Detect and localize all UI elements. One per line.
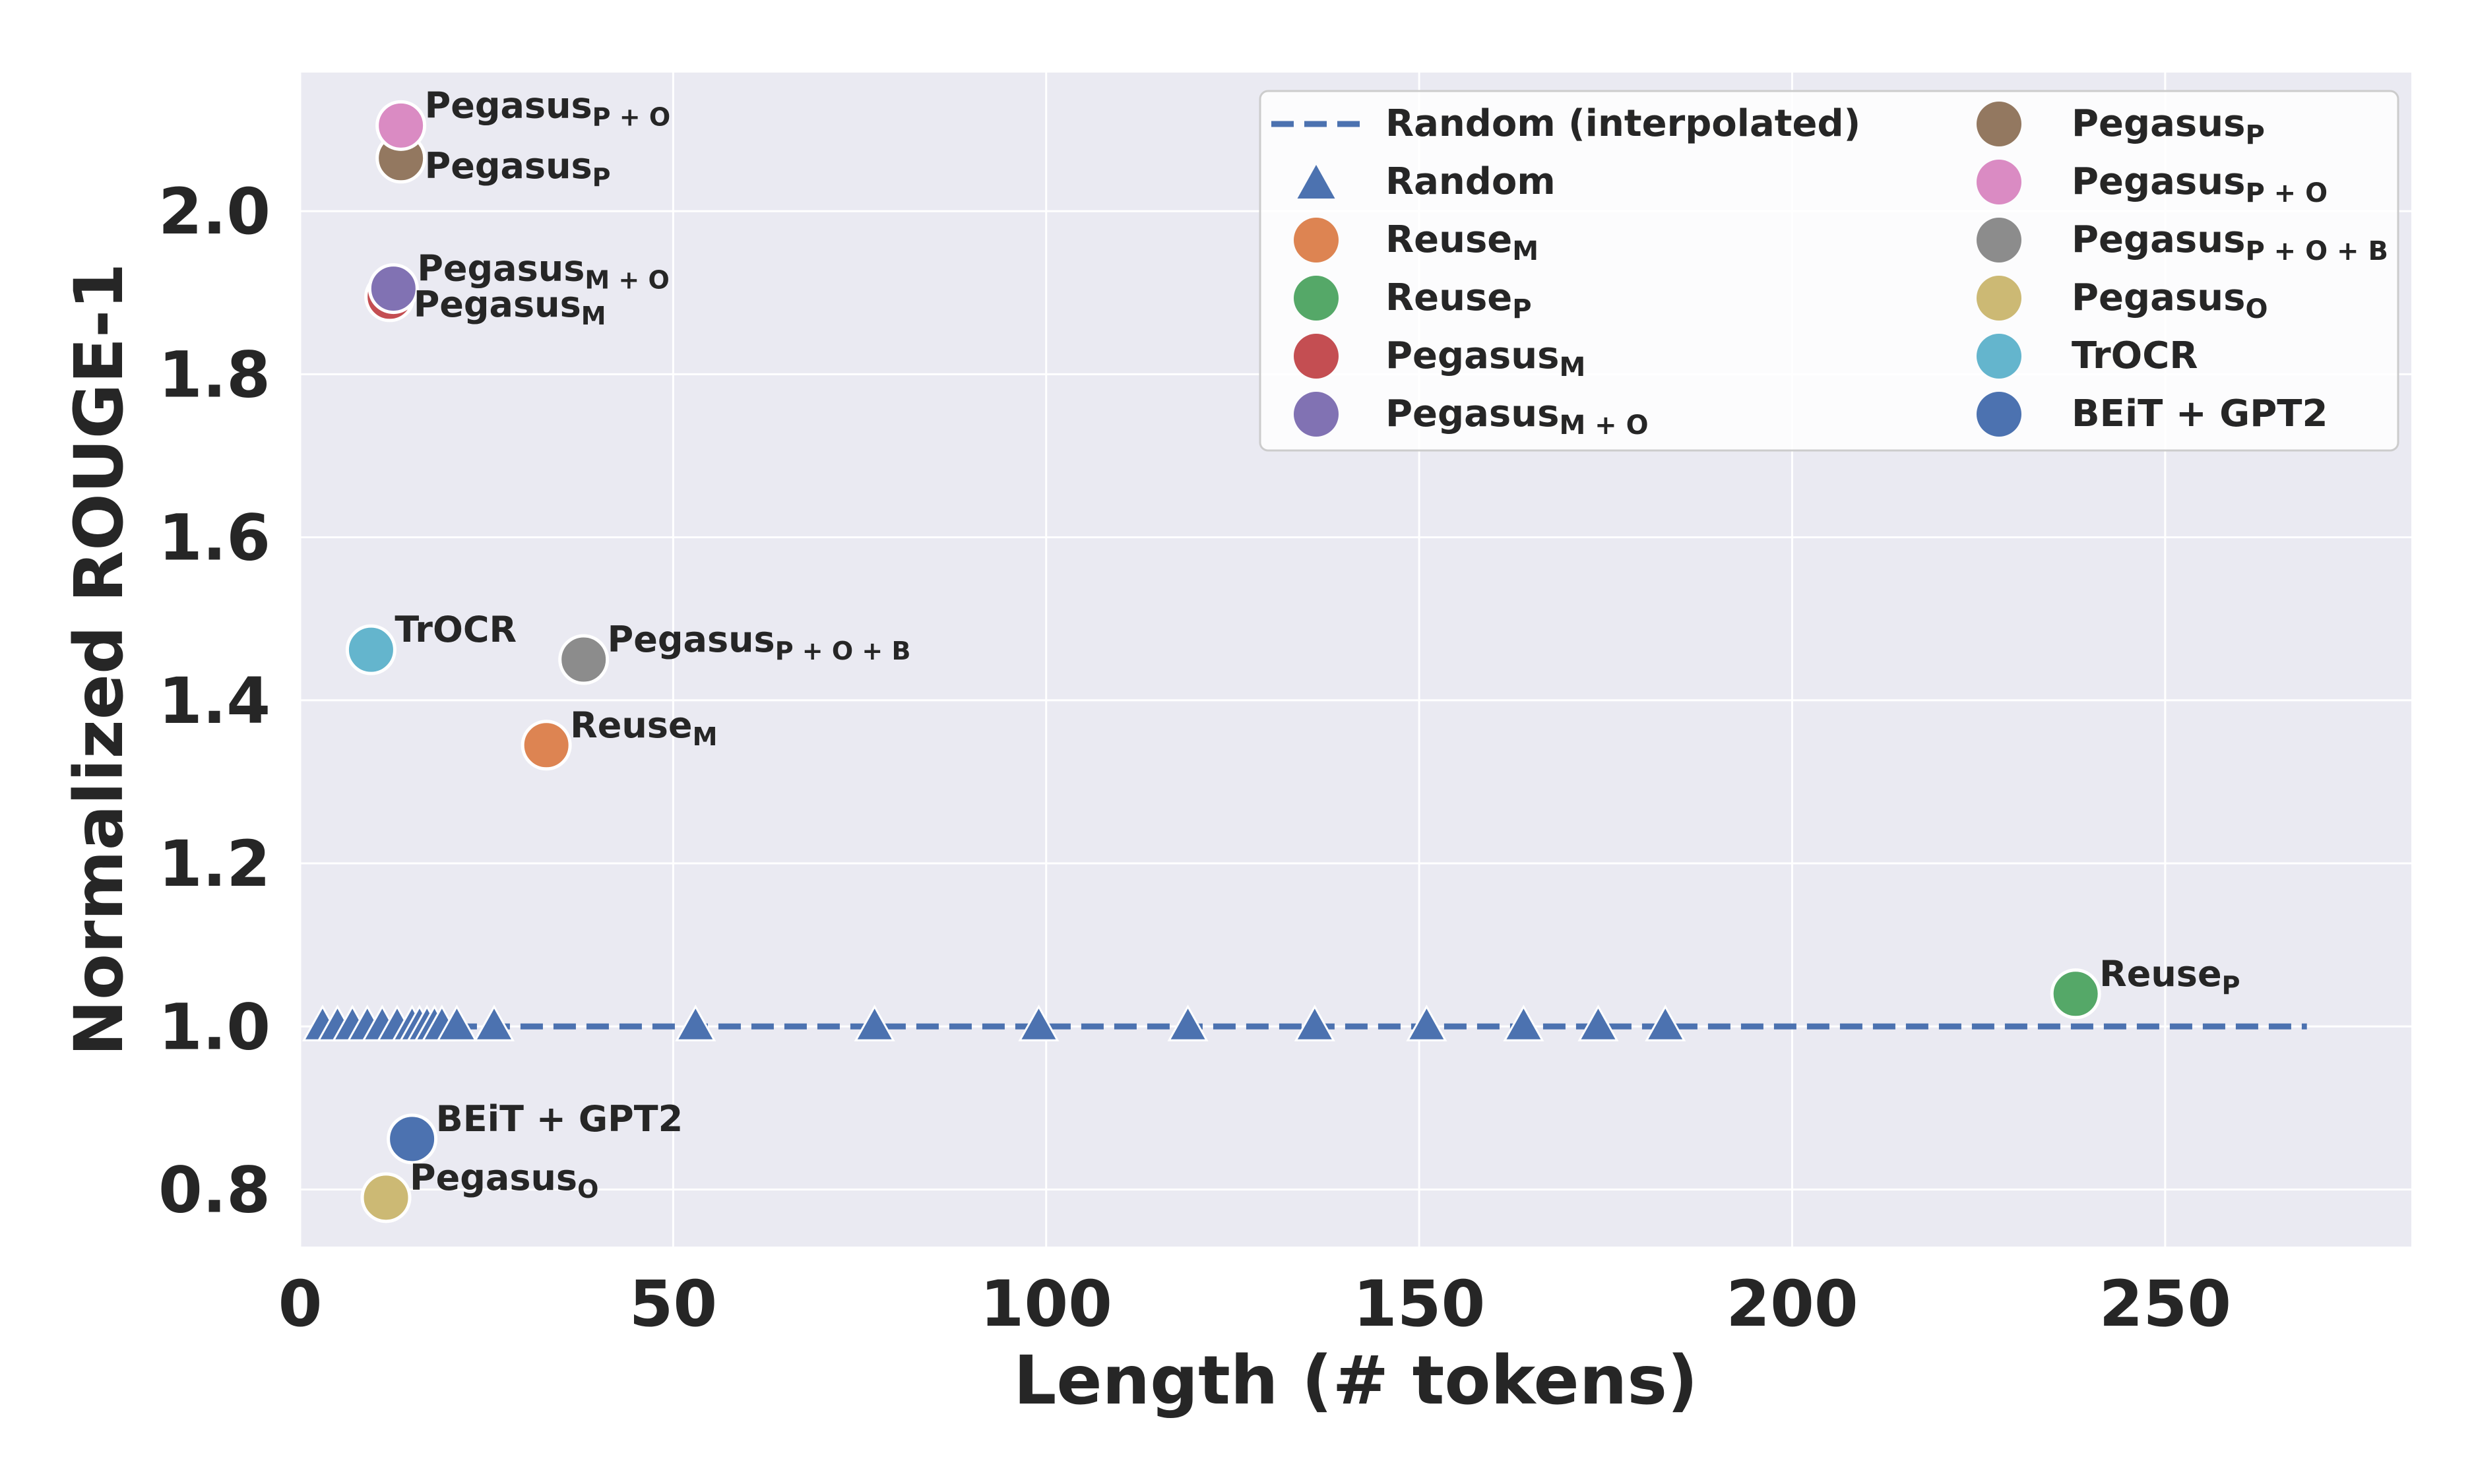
point-label: PegasusP (425, 145, 611, 192)
random-point (675, 1005, 716, 1041)
x-axis-title: Length (# tokens) (1013, 1342, 1697, 1420)
model-point (387, 1113, 438, 1165)
x-tick-label: 200 (1726, 1267, 1858, 1341)
legend-dot-marker (1977, 392, 2021, 437)
point-label: BEiT + GPT2 (436, 1098, 683, 1140)
model-point (367, 263, 419, 315)
y-tick-label: 1.8 (158, 338, 270, 412)
random-point (854, 1005, 895, 1041)
random-point (1577, 1005, 1619, 1041)
point-label: PegasusP + O + B (608, 619, 911, 665)
legend-label: ReuseM (1385, 218, 1538, 266)
y-tick-labels: 0.8 1.0 1.2 1.4 1.6 1.8 2.0 (158, 175, 270, 1227)
legend-dot-marker (1294, 276, 1339, 321)
point-label: PegasusM + O (417, 248, 669, 295)
x-tick-labels: 0 50 100 150 200 250 (278, 1267, 2231, 1341)
point-label: TrOCR (395, 609, 517, 650)
legend-label: PegasusP + O + B (2072, 218, 2388, 266)
y-tick-label: 1.2 (158, 827, 270, 901)
point-label: ReuseM (570, 704, 717, 751)
legend-dot-marker (1294, 392, 1339, 437)
legend-label: PegasusP + O (2072, 160, 2328, 208)
x-tick-label: 50 (629, 1267, 718, 1341)
legend-label: ReuseP (1385, 276, 1532, 325)
legend-dot-marker (1977, 102, 2021, 146)
model-point (345, 624, 396, 675)
random-point (473, 1005, 515, 1041)
y-tick-label: 1.0 (158, 990, 270, 1064)
x-tick-label: 100 (980, 1267, 1112, 1341)
model-point (558, 634, 610, 685)
legend-box (1259, 90, 2399, 452)
legend-label: PegasusM + O (1385, 392, 1649, 441)
x-tick-label: 0 (278, 1267, 323, 1341)
model-point (2050, 968, 2101, 1020)
legend-label: PegasusO (2072, 276, 2268, 325)
x-tick-label: 150 (1353, 1267, 1485, 1341)
model-point (360, 1172, 412, 1223)
legend-dot-marker (1977, 160, 2021, 204)
random-point (1645, 1005, 1686, 1041)
legend-dot-marker (1294, 334, 1339, 379)
y-tick-label: 2.0 (158, 175, 270, 249)
model-point (375, 100, 427, 151)
legend-dot-marker (1294, 218, 1339, 263)
legend-label: PegasusP (2072, 102, 2265, 150)
y-tick-label: 0.8 (158, 1153, 270, 1227)
point-label: PegasusP + O (425, 84, 670, 131)
legend-dot-marker (1977, 276, 2021, 321)
random-point (1018, 1005, 1060, 1041)
random-point (436, 1005, 478, 1041)
y-tick-label: 1.4 (158, 664, 270, 738)
legend-label: Random (1385, 160, 1556, 203)
random-point (1503, 1005, 1544, 1041)
legend: Random (interpolated) Random ReuseM ReuseP P… (1259, 90, 2399, 452)
legend-label: TrOCR (2072, 334, 2198, 377)
legend-label: BEiT + GPT2 (2072, 392, 2328, 435)
random-point (1167, 1005, 1209, 1041)
data-series (301, 100, 2307, 1223)
model-point (521, 720, 572, 771)
legend-dot-marker (1977, 218, 2021, 263)
point-label: PegasusM (414, 284, 606, 330)
point-label: ReuseP (2099, 953, 2240, 1000)
point-label: PegasusO (410, 1157, 598, 1204)
random-point (1406, 1005, 1447, 1041)
legend-label: Random (interpolated) (1385, 102, 1860, 145)
legend-triangle-marker (1297, 165, 1335, 199)
x-tick-label: 250 (2099, 1267, 2231, 1341)
legend-dot-marker (1977, 334, 2021, 379)
y-tick-label: 1.6 (158, 501, 270, 575)
legend-label: PegasusM (1385, 334, 1585, 383)
random-point (1294, 1005, 1335, 1041)
y-axis-title: Normalized ROUGE-1 (60, 263, 139, 1057)
